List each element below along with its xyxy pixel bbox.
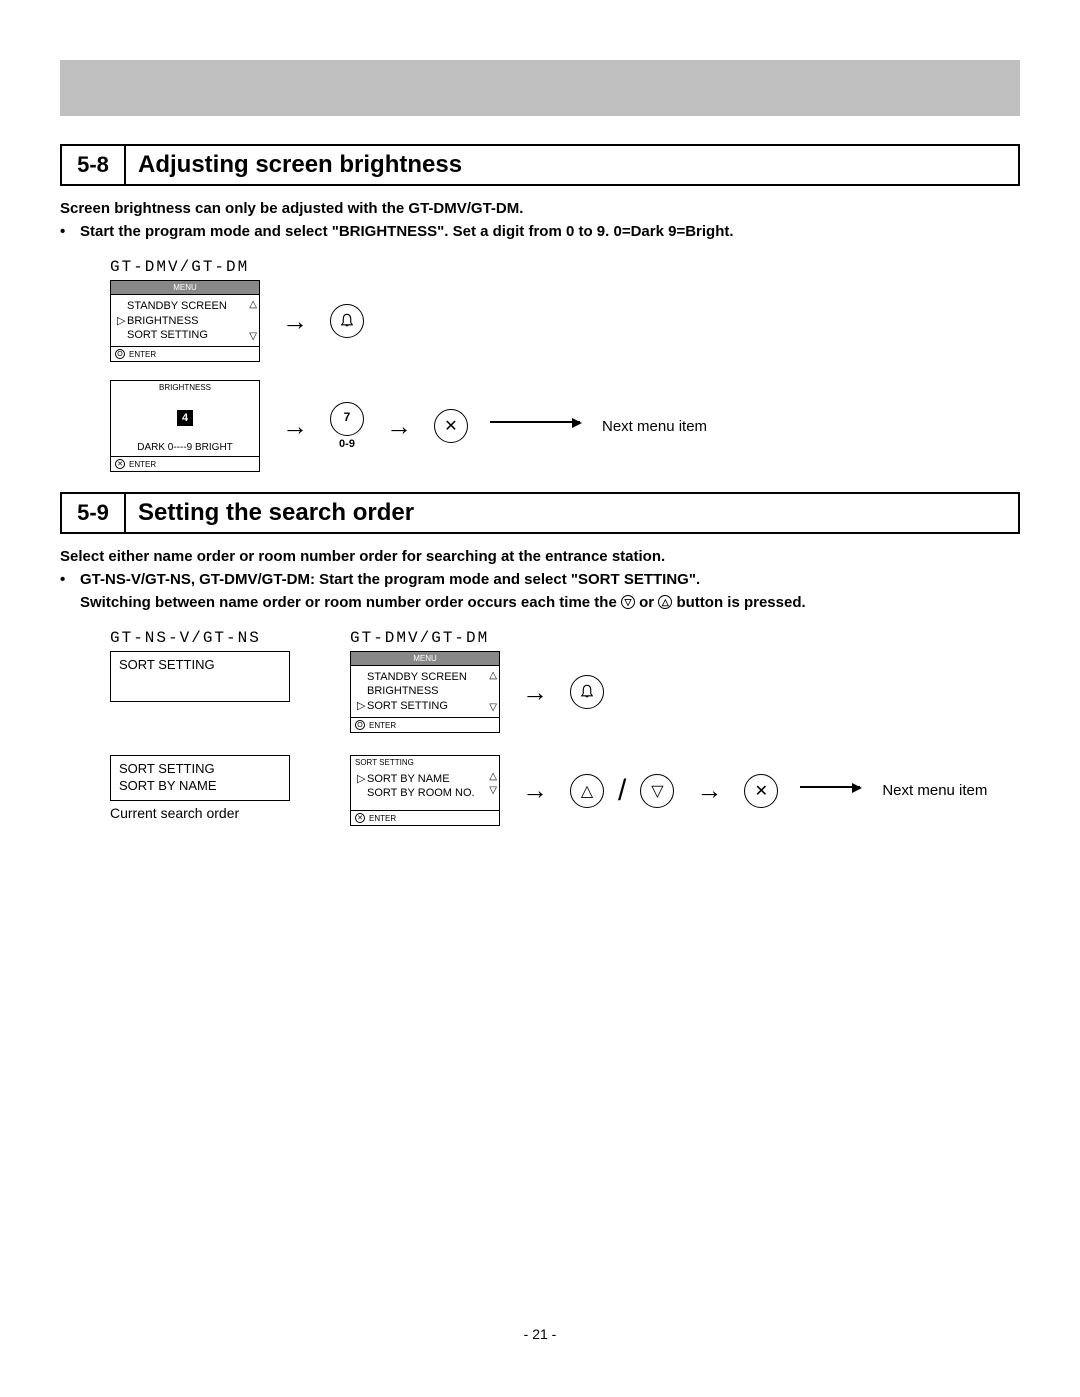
menu-header: MENU [351, 652, 499, 666]
menu-item: BRIGHTNESS [367, 685, 439, 697]
scroll-down-icon: ▽ [489, 702, 497, 713]
device-label-dm: GT-DMV/GT-DM [350, 629, 604, 647]
sort-menu: SORT SETTING ▷SORT BY NAME△ SORT BY ROOM… [350, 755, 500, 826]
down-icon: ▽ [621, 595, 635, 609]
footer-label: ENTER [369, 721, 396, 730]
x-icon: ✕ [355, 813, 365, 823]
arrow-icon: → [282, 306, 308, 337]
bullet-text-inline: Switching between name order or room num… [80, 592, 806, 613]
flow-row-5-8-1: MENU STANDBY SCREEN△ ▷BRIGHTNESS SORT SE… [110, 280, 1020, 362]
bell-button-icon [330, 304, 364, 338]
menu-item: SORT BY NAME [367, 773, 450, 785]
bell-button-icon [570, 675, 604, 709]
bullet-text: GT-NS-V/GT-NS, GT-DMV/GT-DM: Start the p… [80, 569, 700, 590]
diagram-5-8: GT-DMV/GT-DM MENU STANDBY SCREEN△ ▷BRIGH… [110, 258, 1020, 472]
page-number: - 21 - [60, 1326, 1020, 1342]
diagram-5-9: GT-NS-V/GT-NS SORT SETTING GT-DMV/GT-DM … [110, 629, 1020, 826]
ns-screen-2: SORT SETTING SORT BY NAME [110, 755, 290, 801]
next-label: Next menu item [882, 782, 987, 799]
menu-header: MENU [111, 281, 259, 295]
o-icon: O [115, 349, 125, 359]
arrow-icon: → [522, 677, 548, 708]
long-arrow-icon [490, 421, 580, 423]
ns-caption: Current search order [110, 805, 310, 821]
menu-item: SORT SETTING [127, 329, 208, 341]
section-heading-5-8: 5-8 Adjusting screen brightness [60, 144, 1020, 186]
section-heading-5-9: 5-9 Setting the search order [60, 492, 1020, 534]
section-number: 5-8 [62, 146, 126, 184]
x-button-icon: ✕ [744, 774, 778, 808]
device-label: GT-DMV/GT-DM [110, 258, 1020, 276]
device-label-ns: GT-NS-V/GT-NS [110, 629, 310, 647]
brightness-screen: BRIGHTNESS 4 DARK 0----9 BRIGHT ✕ ENTER [110, 380, 260, 472]
scroll-up-icon: △ [249, 299, 257, 310]
long-arrow-icon [800, 786, 860, 788]
arrow-icon: → [282, 411, 308, 442]
ns-line: SORT SETTING [119, 656, 281, 673]
flow-row-5-9-2: SORT SETTING SORT BY NAME Current search… [110, 755, 1020, 826]
x-button-icon: ✕ [434, 409, 468, 443]
page: 5-8 Adjusting screen brightness Screen b… [0, 0, 1080, 1382]
keypad-caption: 0-9 [339, 438, 355, 450]
x-icon: ✕ [115, 459, 125, 469]
o-icon: O [355, 720, 365, 730]
brightness-header: BRIGHTNESS [111, 381, 259, 394]
section-title: Adjusting screen brightness [126, 146, 1018, 184]
footer-label: ENTER [129, 460, 156, 469]
bullet-dot: • [60, 221, 80, 244]
ns-screen-1: SORT SETTING [110, 651, 290, 702]
menu-screen: MENU STANDBY SCREEN△ ▷BRIGHTNESS SORT SE… [110, 280, 260, 362]
section-body-5-9: Select either name order or room number … [60, 546, 1020, 615]
brightness-scale: DARK 0----9 BRIGHT [111, 442, 259, 456]
next-label: Next menu item [602, 418, 707, 435]
slash: / [618, 774, 626, 808]
up-icon: △ [658, 595, 672, 609]
menu-item: STANDBY SCREEN [127, 300, 227, 312]
bullet-text: Start the program mode and select "BRIGH… [80, 221, 734, 242]
menu-item: BRIGHTNESS [127, 315, 199, 327]
dm-menu: MENU STANDBY SCREEN△ BRIGHTNESS ▷SORT SE… [350, 651, 500, 733]
arrow-icon: → [522, 775, 548, 806]
footer-label: ENTER [369, 814, 396, 823]
keypad-button-icon: 7 [330, 402, 364, 436]
section-title: Setting the search order [126, 494, 1018, 532]
intro-text: Select either name order or room number … [60, 546, 1020, 567]
arrow-icon: → [386, 411, 412, 442]
brightness-value: 4 [177, 410, 193, 426]
sort-header: SORT SETTING [351, 756, 499, 769]
intro-text: Screen brightness can only be adjusted w… [60, 198, 1020, 219]
section-number: 5-9 [62, 494, 126, 532]
scroll-down-icon: ▽ [489, 785, 497, 796]
flow-row-5-8-2: BRIGHTNESS 4 DARK 0----9 BRIGHT ✕ ENTER →… [110, 380, 1020, 472]
bullet-dot: • [60, 569, 80, 592]
ns-line: SORT SETTING [119, 760, 281, 777]
top-gray-banner [60, 60, 1020, 116]
scroll-down-icon: ▽ [249, 331, 257, 342]
menu-item: STANDBY SCREEN [367, 671, 467, 683]
footer-label: ENTER [129, 350, 156, 359]
scroll-up-icon: △ [489, 670, 497, 681]
menu-item: SORT BY ROOM NO. [367, 787, 475, 799]
ns-line: SORT BY NAME [119, 777, 281, 794]
section-body-5-8: Screen brightness can only be adjusted w… [60, 198, 1020, 244]
flow-row-5-9-1: GT-NS-V/GT-NS SORT SETTING GT-DMV/GT-DM … [110, 629, 1020, 733]
menu-item: SORT SETTING [367, 700, 448, 712]
up-button-icon: △ [570, 774, 604, 808]
scroll-up-icon: △ [489, 771, 497, 782]
down-button-icon: ▽ [640, 774, 674, 808]
arrow-icon: → [696, 775, 722, 806]
